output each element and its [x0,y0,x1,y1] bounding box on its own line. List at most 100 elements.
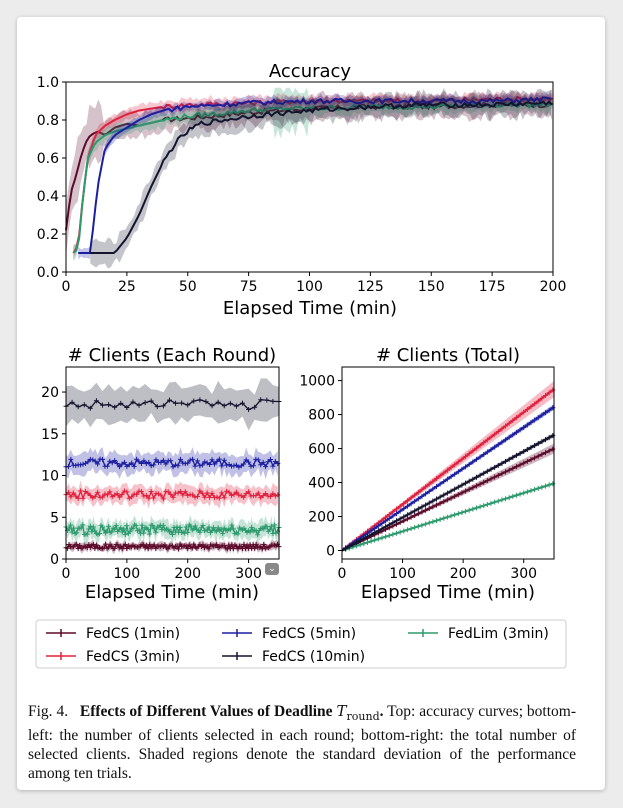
clients-round-marker [80,495,86,501]
clients-round-marker [93,398,99,404]
clients-round-marker [246,489,252,495]
clients-round-marker [87,405,93,411]
clients-round-marker [163,461,169,467]
clients-total-marker [484,437,490,443]
clients-round-xtick-label: 300 [235,566,262,582]
clients-total-marker [379,526,385,532]
clients-round-marker [214,528,220,534]
clients-round-marker [80,522,86,528]
clients-total-marker [492,444,498,450]
clients-total-marker [354,540,360,546]
clients-total-marker [433,484,439,490]
accuracy-xtick-label: 125 [357,279,384,295]
clients-round-marker [197,529,203,535]
clients-round-marker [112,404,118,410]
clients-total-marker [546,390,552,396]
clients-total-marker [524,458,530,464]
clients-total-marker [404,516,410,522]
clients-total-marker [470,459,476,465]
clients-total-marker [477,454,483,460]
clients-total-marker [343,546,349,552]
clients-round-marker [74,541,80,547]
clients-total-marker [426,488,432,494]
clients-total-marker [528,457,534,463]
clients-round-marker [170,494,176,500]
clients-round-marker [117,494,123,500]
accuracy-xtick-label: 25 [118,279,136,295]
clients-round-marker [151,526,157,532]
clients-total-xlabel: Elapsed Time (min) [361,582,535,603]
clients-total-marker [481,440,487,446]
clients-round-marker [118,525,124,531]
clients-round-marker [148,488,154,494]
clients-total-marker [430,478,436,484]
clients-total-marker [394,511,400,517]
clients-total-marker [492,464,498,470]
clients-total-xtick-label: 0 [338,566,347,582]
clients-round-marker [124,405,130,411]
clients-round-marker [197,488,203,494]
clients-round-marker [260,459,266,465]
clients-round-marker [253,541,259,547]
clients-round-marker [185,530,191,536]
clients-round-marker [227,400,233,406]
clients-total-marker [433,476,439,482]
clients-round-marker [231,463,237,469]
clients-total-marker [375,536,381,542]
clients-total-marker [510,465,516,471]
clients-total-marker [510,432,516,438]
clients-round-marker [90,541,96,547]
clients-total-marker [535,415,541,421]
clients-round-marker [192,494,198,500]
clients-round-ytick-label: 0 [50,552,59,568]
clients-round-marker [185,460,191,466]
clients-total-marker [546,448,552,454]
clients-round-marker [158,492,164,498]
clients-round-marker [146,459,152,465]
accuracy-xtick-label: 100 [296,279,323,295]
chevron-down-icon[interactable]: ⌄ [265,563,279,575]
accuracy-xtick-label: 0 [62,279,71,295]
clients-total-marker [459,490,465,496]
clients-total-marker [394,506,400,512]
caption-prefix: Fig. 4. [28,703,69,720]
clients-total-marker [528,420,534,426]
clients-round-marker [216,456,222,462]
clients-total-marker [433,518,439,524]
clients-round-marker [253,456,259,462]
clients-total-marker [463,488,469,494]
clients-total-marker [397,508,403,514]
clients-round-ytick-label: 20 [41,385,59,401]
clients-round-marker [68,456,74,462]
clients-total-marker [503,437,509,443]
clients-round-marker [214,494,220,500]
caption-text: Top: accuracy curves; bottom-left: the n… [28,703,577,782]
accuracy-title: Accuracy [269,61,352,82]
clients-round-marker [183,524,189,530]
clients-round-marker [78,525,84,531]
clients-total-marker [521,490,527,496]
clients-total-marker [383,524,389,530]
clients-round-marker [78,488,84,494]
clients-round-marker [87,523,93,529]
clients-round-marker [235,531,241,537]
clients-total-marker [499,460,505,466]
clients-round-marker [270,531,276,537]
clients-total-marker [441,479,447,485]
clients-round-marker [122,532,128,538]
clients-total-marker [437,494,443,500]
clients-round-marker [147,531,153,537]
clients-total-marker [423,521,429,527]
clients-round-marker [138,460,144,466]
clients-round-marker [92,493,98,499]
clients-total-marker [350,542,356,548]
clients-total-ytick-label: 800 [308,408,335,424]
clients-round-marker [203,399,209,405]
clients-round-marker [215,399,221,405]
legend-label-fedcs-10min: FedCS (10min) [262,649,365,665]
legend-box [35,619,567,669]
clients-round-marker [211,461,217,467]
clients-total-marker [430,504,436,510]
clients-round-marker [199,490,205,496]
clients-total-marker [532,417,538,423]
